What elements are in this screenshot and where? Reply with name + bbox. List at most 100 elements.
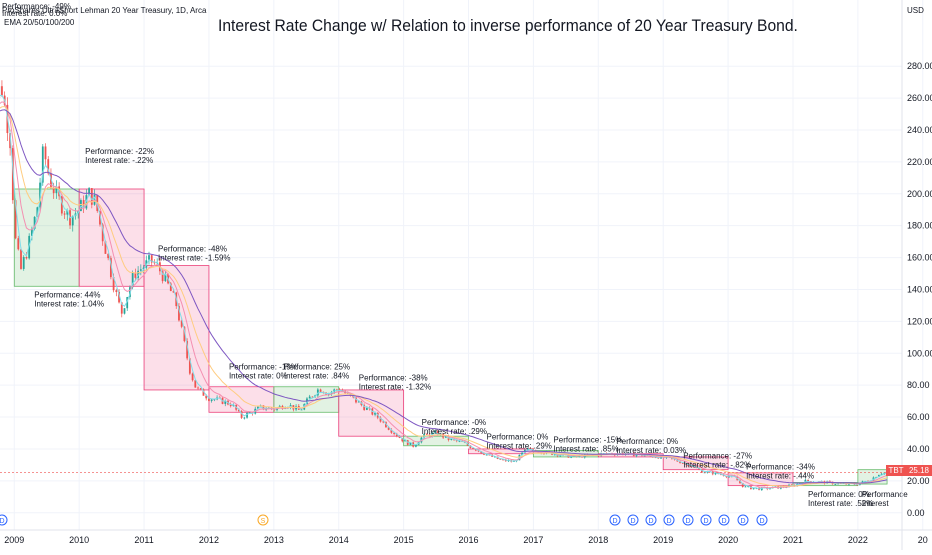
candle-body: [53, 188, 55, 193]
dividend-marker[interactable]: D: [683, 515, 693, 525]
annotation-interest-rate: Interest rate: 1.04%: [34, 299, 104, 308]
event-marker-label: D: [0, 518, 5, 525]
y-tick-label: 0.00: [907, 508, 925, 518]
y-tick-label: 100.00: [907, 348, 932, 358]
candle-body: [26, 257, 28, 258]
x-tick-label: 2022: [848, 535, 868, 545]
annotation-box[interactable]: [144, 266, 209, 390]
candle-body: [23, 257, 25, 269]
annotation-performance: Performance: 0%: [808, 490, 870, 499]
event-marker-label: D: [759, 518, 764, 525]
event-marker-label: D: [740, 518, 745, 525]
candle-body: [1, 86, 3, 95]
annotation-interest-rate: Interest rate: .29%: [487, 441, 552, 450]
x-tick-label: 2009: [4, 535, 24, 545]
annotation-performance: Performance: -0%: [422, 418, 486, 427]
chart-title: Interest Rate Change w/ Relation to inve…: [218, 16, 798, 36]
candle-body: [140, 269, 142, 270]
y-tick-label: 80.00: [907, 380, 930, 390]
annotation-performance: Performance: -22%: [85, 147, 154, 156]
y-tick-label: 20.00: [907, 476, 930, 486]
y-tick-label: 280.00: [907, 61, 932, 71]
dividend-marker[interactable]: D: [701, 515, 711, 525]
candle-body: [486, 455, 488, 456]
candle-body: [17, 238, 19, 249]
last-price-tag: 25.18: [906, 465, 932, 476]
y-tick-label: 260.00: [907, 93, 932, 103]
ticker-label: TBT: [888, 466, 903, 475]
y-tick-label: 240.00: [907, 125, 932, 135]
candle-body: [745, 487, 747, 488]
annotation-interest-rate: Interest rate: -.22%: [85, 156, 153, 165]
annotation-interest-rate: Interest rate: -.82%: [683, 461, 751, 470]
annotation-boxes: [14, 189, 887, 486]
x-tick-label: 2020: [718, 535, 738, 545]
split-marker[interactable]: S: [258, 515, 268, 525]
annotation-interest-rate: Interest rate: -1.32%: [359, 382, 431, 391]
dividend-marker[interactable]: D: [0, 515, 7, 525]
x-tick-label: 2019: [653, 535, 673, 545]
x-tick-label: 2010: [69, 535, 89, 545]
x-tick-label: 2018: [588, 535, 608, 545]
dividend-marker[interactable]: D: [719, 515, 729, 525]
dividend-marker[interactable]: D: [664, 515, 674, 525]
y-tick-label: 200.00: [907, 189, 932, 199]
event-marker-label: D: [685, 518, 690, 525]
y-tick-label: 160.00: [907, 253, 932, 263]
candle-body: [134, 273, 136, 278]
event-marker-label: D: [703, 518, 708, 525]
annotation-box[interactable]: [339, 390, 404, 436]
candle-body: [358, 402, 360, 403]
x-tick-label: 2014: [329, 535, 349, 545]
annotation-performance: Performance: -48%: [158, 245, 227, 254]
ticker-tag: TBT: [886, 465, 906, 476]
annotation-interest-rate: Interest: [862, 499, 889, 508]
dividend-marker[interactable]: D: [757, 515, 767, 525]
x-tick-label: 2012: [199, 535, 219, 545]
y-tick-label: 60.00: [907, 412, 930, 422]
x-tick-label: 2017: [523, 535, 543, 545]
x-tick-label: 2021: [783, 535, 803, 545]
annotation-performance: Performance: -38%: [359, 373, 428, 382]
x-tick-label: 2015: [394, 535, 414, 545]
y-tick-label: 220.00: [907, 157, 932, 167]
candle-body: [301, 410, 303, 411]
candle-body: [64, 213, 66, 214]
dividend-marker[interactable]: D: [738, 515, 748, 525]
y-tick-label: 40.00: [907, 444, 930, 454]
annotation-performance: Performance: [862, 490, 908, 499]
event-marker-label: D: [648, 518, 653, 525]
last-price-label: 25.18: [909, 466, 929, 475]
annotation-performance: Performance: -34%: [746, 463, 815, 472]
candle-body: [45, 146, 47, 159]
x-tick-label: 2011: [134, 535, 153, 545]
annotation-box[interactable]: [14, 189, 79, 286]
annotation-interest-rate: Interest rate: 0.03%: [616, 446, 686, 455]
event-marker-label: D: [612, 518, 617, 525]
candle-body: [115, 290, 117, 292]
y-tick-label: 140.00: [907, 284, 932, 294]
dividend-marker[interactable]: D: [646, 515, 656, 525]
annotation-performance: Performance: 44%: [34, 290, 100, 299]
candle-body: [243, 418, 245, 419]
x-tick-label: 2013: [264, 535, 284, 545]
candle-body: [211, 400, 213, 401]
annotation-interest-rate: Interest rate: 0%: [229, 371, 288, 380]
event-marker-label: D: [666, 518, 671, 525]
annotation-performance: Performance: 0%: [616, 437, 678, 446]
ema-legend[interactable]: EMA 20/50/100/200: [4, 18, 74, 27]
candle-body: [192, 374, 194, 381]
annotation-interest-rate: Interest rate: -1.59%: [158, 254, 230, 263]
candle-body: [834, 484, 836, 485]
dividend-marker[interactable]: D: [628, 515, 638, 525]
candle-body: [20, 249, 22, 269]
event-marker-label: D: [630, 518, 635, 525]
symbol-title[interactable]: ProShares UltraShort Lehman 20 Year Trea…: [2, 6, 206, 15]
annotation-interest-rate: Interest rate: .85%: [553, 445, 618, 454]
y-tick-label: 120.00: [907, 316, 932, 326]
annotation-performance: Performance: 25%: [284, 362, 350, 371]
dividend-marker[interactable]: D: [610, 515, 620, 525]
